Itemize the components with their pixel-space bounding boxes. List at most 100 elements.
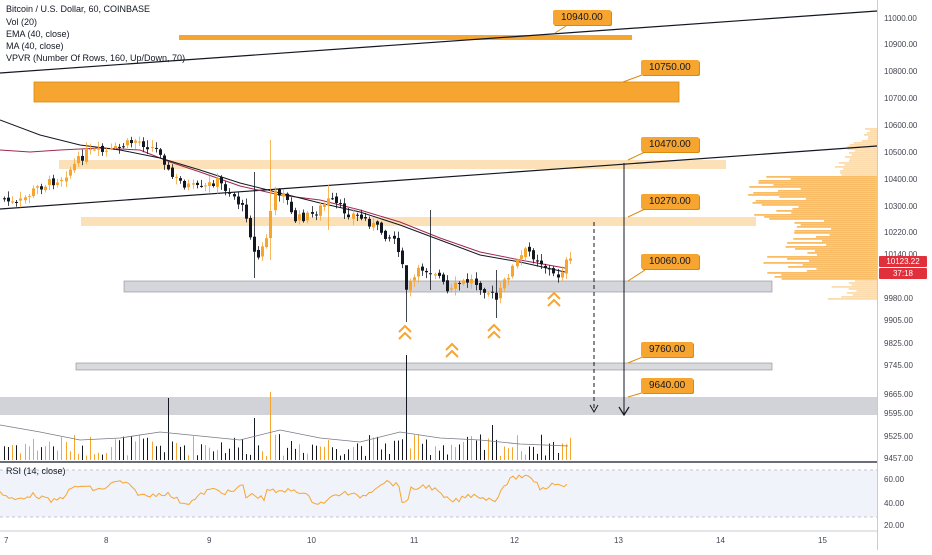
- candles[interactable]: [3, 136, 572, 322]
- candle-body[interactable]: [470, 278, 473, 284]
- candle-body[interactable]: [269, 210, 272, 239]
- candle-body[interactable]: [298, 214, 301, 221]
- candle-body[interactable]: [544, 265, 547, 269]
- callout-level-2[interactable]: 10750.00: [641, 60, 699, 75]
- candle-body[interactable]: [159, 149, 162, 155]
- candle-body[interactable]: [89, 148, 92, 150]
- candle-body[interactable]: [393, 235, 396, 239]
- candle-body[interactable]: [475, 278, 478, 285]
- candle-body[interactable]: [200, 185, 203, 187]
- candle-body[interactable]: [3, 198, 6, 200]
- candle-body[interactable]: [208, 182, 211, 186]
- candle-body[interactable]: [335, 196, 338, 204]
- candle-body[interactable]: [175, 176, 178, 178]
- candle-body[interactable]: [179, 178, 182, 181]
- candle-body[interactable]: [167, 164, 170, 170]
- candle-body[interactable]: [216, 177, 219, 187]
- candle-body[interactable]: [163, 155, 166, 165]
- candle-body[interactable]: [60, 179, 63, 182]
- trendline-lower[interactable]: [0, 145, 878, 210]
- candle-body[interactable]: [360, 214, 363, 219]
- candle-body[interactable]: [155, 147, 158, 149]
- candle-body[interactable]: [540, 260, 543, 265]
- candle-body[interactable]: [171, 167, 174, 177]
- candle-body[interactable]: [557, 274, 560, 278]
- candle-body[interactable]: [233, 194, 236, 197]
- candle-body[interactable]: [421, 266, 424, 271]
- zone-9760[interactable]: [75, 362, 773, 371]
- candle-body[interactable]: [388, 237, 391, 239]
- candle-body[interactable]: [77, 156, 80, 164]
- candle-body[interactable]: [24, 197, 27, 201]
- candle-body[interactable]: [253, 236, 256, 252]
- candle-body[interactable]: [237, 196, 240, 205]
- candle-body[interactable]: [52, 178, 55, 186]
- candle-body[interactable]: [376, 221, 379, 225]
- candle-body[interactable]: [146, 147, 149, 150]
- candle-body[interactable]: [192, 183, 195, 185]
- candle-body[interactable]: [28, 195, 31, 197]
- candle-body[interactable]: [323, 203, 326, 207]
- candle-body[interactable]: [187, 183, 190, 188]
- zone-10940[interactable]: [179, 35, 632, 40]
- candle-body[interactable]: [503, 279, 506, 289]
- callout-level-6[interactable]: 9760.00: [641, 342, 694, 357]
- chevron-up-icon-4[interactable]: [547, 291, 561, 307]
- candle-body[interactable]: [302, 212, 305, 222]
- candle-body[interactable]: [7, 197, 10, 202]
- candle-body[interactable]: [306, 212, 309, 221]
- zone-10750[interactable]: [33, 81, 680, 103]
- candle-body[interactable]: [265, 238, 268, 248]
- candle-body[interactable]: [294, 210, 297, 222]
- indicator-ema[interactable]: EMA (40, close): [6, 29, 70, 39]
- candle-body[interactable]: [413, 277, 416, 281]
- trendline-upper[interactable]: [0, 10, 878, 74]
- candle-body[interactable]: [331, 198, 334, 200]
- candle-body[interactable]: [536, 260, 539, 262]
- candle-body[interactable]: [204, 185, 207, 187]
- candle-body[interactable]: [311, 212, 314, 214]
- candle-body[interactable]: [212, 183, 215, 186]
- candle-body[interactable]: [372, 222, 375, 228]
- callout-level-5[interactable]: 10060.00: [641, 254, 699, 269]
- candle-body[interactable]: [130, 140, 133, 144]
- indicator-rsi[interactable]: RSI (14, close): [6, 466, 66, 476]
- callout-level-3[interactable]: 10470.00: [641, 137, 699, 152]
- candle-body[interactable]: [380, 222, 383, 233]
- candle-body[interactable]: [32, 188, 35, 197]
- indicator-ma[interactable]: MA (40, close): [6, 41, 64, 51]
- candle-body[interactable]: [290, 201, 293, 213]
- candle-body[interactable]: [511, 265, 514, 277]
- candle-body[interactable]: [101, 145, 104, 152]
- candle-body[interactable]: [548, 268, 551, 270]
- candle-body[interactable]: [36, 186, 39, 188]
- chevron-up-icon-1[interactable]: [398, 324, 412, 340]
- callout-level-1[interactable]: 10940.00: [553, 10, 611, 25]
- candle-body[interactable]: [429, 273, 432, 275]
- chevron-up-icon-2[interactable]: [445, 342, 459, 358]
- candle-body[interactable]: [44, 186, 47, 191]
- candle-body[interactable]: [315, 214, 318, 216]
- candle-body[interactable]: [384, 230, 387, 239]
- rsi-line[interactable]: [0, 474, 568, 505]
- candle-body[interactable]: [40, 186, 43, 190]
- indicator-vpvr[interactable]: VPVR (Number Of Rows, 160, Up/Down, 70): [6, 53, 186, 63]
- candle-body[interactable]: [257, 249, 260, 258]
- candle-body[interactable]: [438, 272, 441, 276]
- candle-body[interactable]: [261, 246, 264, 257]
- candle-body[interactable]: [397, 237, 400, 253]
- candle-body[interactable]: [48, 179, 51, 185]
- candle-body[interactable]: [151, 146, 154, 148]
- candle-body[interactable]: [274, 190, 277, 211]
- candle-body[interactable]: [85, 148, 88, 162]
- candle-body[interactable]: [183, 180, 186, 188]
- candle-body[interactable]: [425, 270, 428, 273]
- candle-body[interactable]: [520, 255, 523, 259]
- candle-body[interactable]: [487, 293, 490, 295]
- candle-body[interactable]: [19, 198, 22, 201]
- candle-body[interactable]: [327, 198, 330, 206]
- zone-9640[interactable]: [0, 397, 877, 415]
- candle-body[interactable]: [347, 214, 350, 218]
- candle-body[interactable]: [249, 218, 252, 238]
- candle-body[interactable]: [319, 205, 322, 216]
